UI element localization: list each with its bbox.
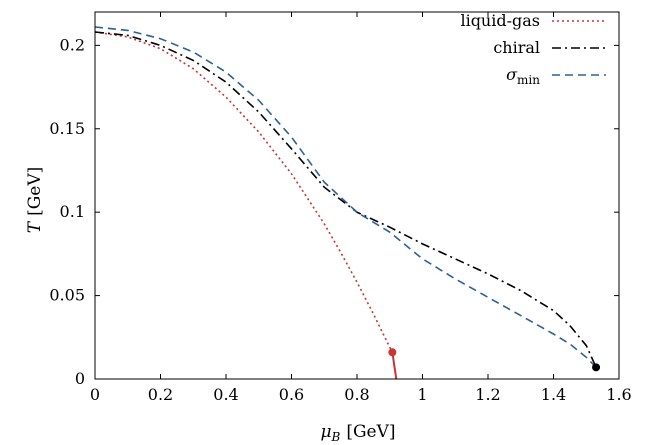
x-tick-label: 0.6 (279, 385, 304, 404)
x-tick-label: 1.6 (606, 385, 631, 404)
series-liquid-gas-line (94, 31, 394, 353)
series-chiral-line (94, 31, 597, 368)
x-tick-label: 0.4 (213, 385, 238, 404)
chiral-critical-point-marker (592, 363, 601, 372)
series-liquid-gas-solid-line (391, 352, 398, 380)
series---min-line (94, 26, 597, 368)
y-tick-label: 0.15 (49, 119, 85, 138)
legend: liquid-gas chiral σmin (460, 11, 606, 87)
y-axis-label: T[GeV] (25, 167, 45, 234)
x-tick-label: 1 (417, 385, 427, 404)
x-tick-label: 0.2 (148, 385, 173, 404)
legend-label: σmin (506, 65, 540, 87)
y-tick-label: 0.05 (49, 286, 85, 305)
x-axis-label: μB [GeV] (320, 422, 395, 444)
plot-area (94, 26, 601, 380)
axis-ticks: 0 0.2 0.4 0.6 0.8 1 1.2 1.4 1.6 0 0.05 0.1 0.15 0.2 (49, 12, 632, 404)
x-tick-label: 0 (90, 385, 100, 404)
x-tick-label: 1.4 (541, 385, 566, 404)
y-tick-label: 0.1 (60, 202, 85, 221)
y-tick-label: 0.2 (60, 35, 85, 54)
x-tick-label: 0.8 (344, 385, 369, 404)
legend-label: liquid-gas (460, 11, 540, 30)
legend-label: chiral (493, 38, 540, 57)
plot-frame (94, 11, 620, 380)
x-tick-label: 1.2 (475, 385, 500, 404)
y-tick-label: 0 (75, 369, 85, 388)
liquid-gas-critical-point-marker (388, 348, 397, 357)
